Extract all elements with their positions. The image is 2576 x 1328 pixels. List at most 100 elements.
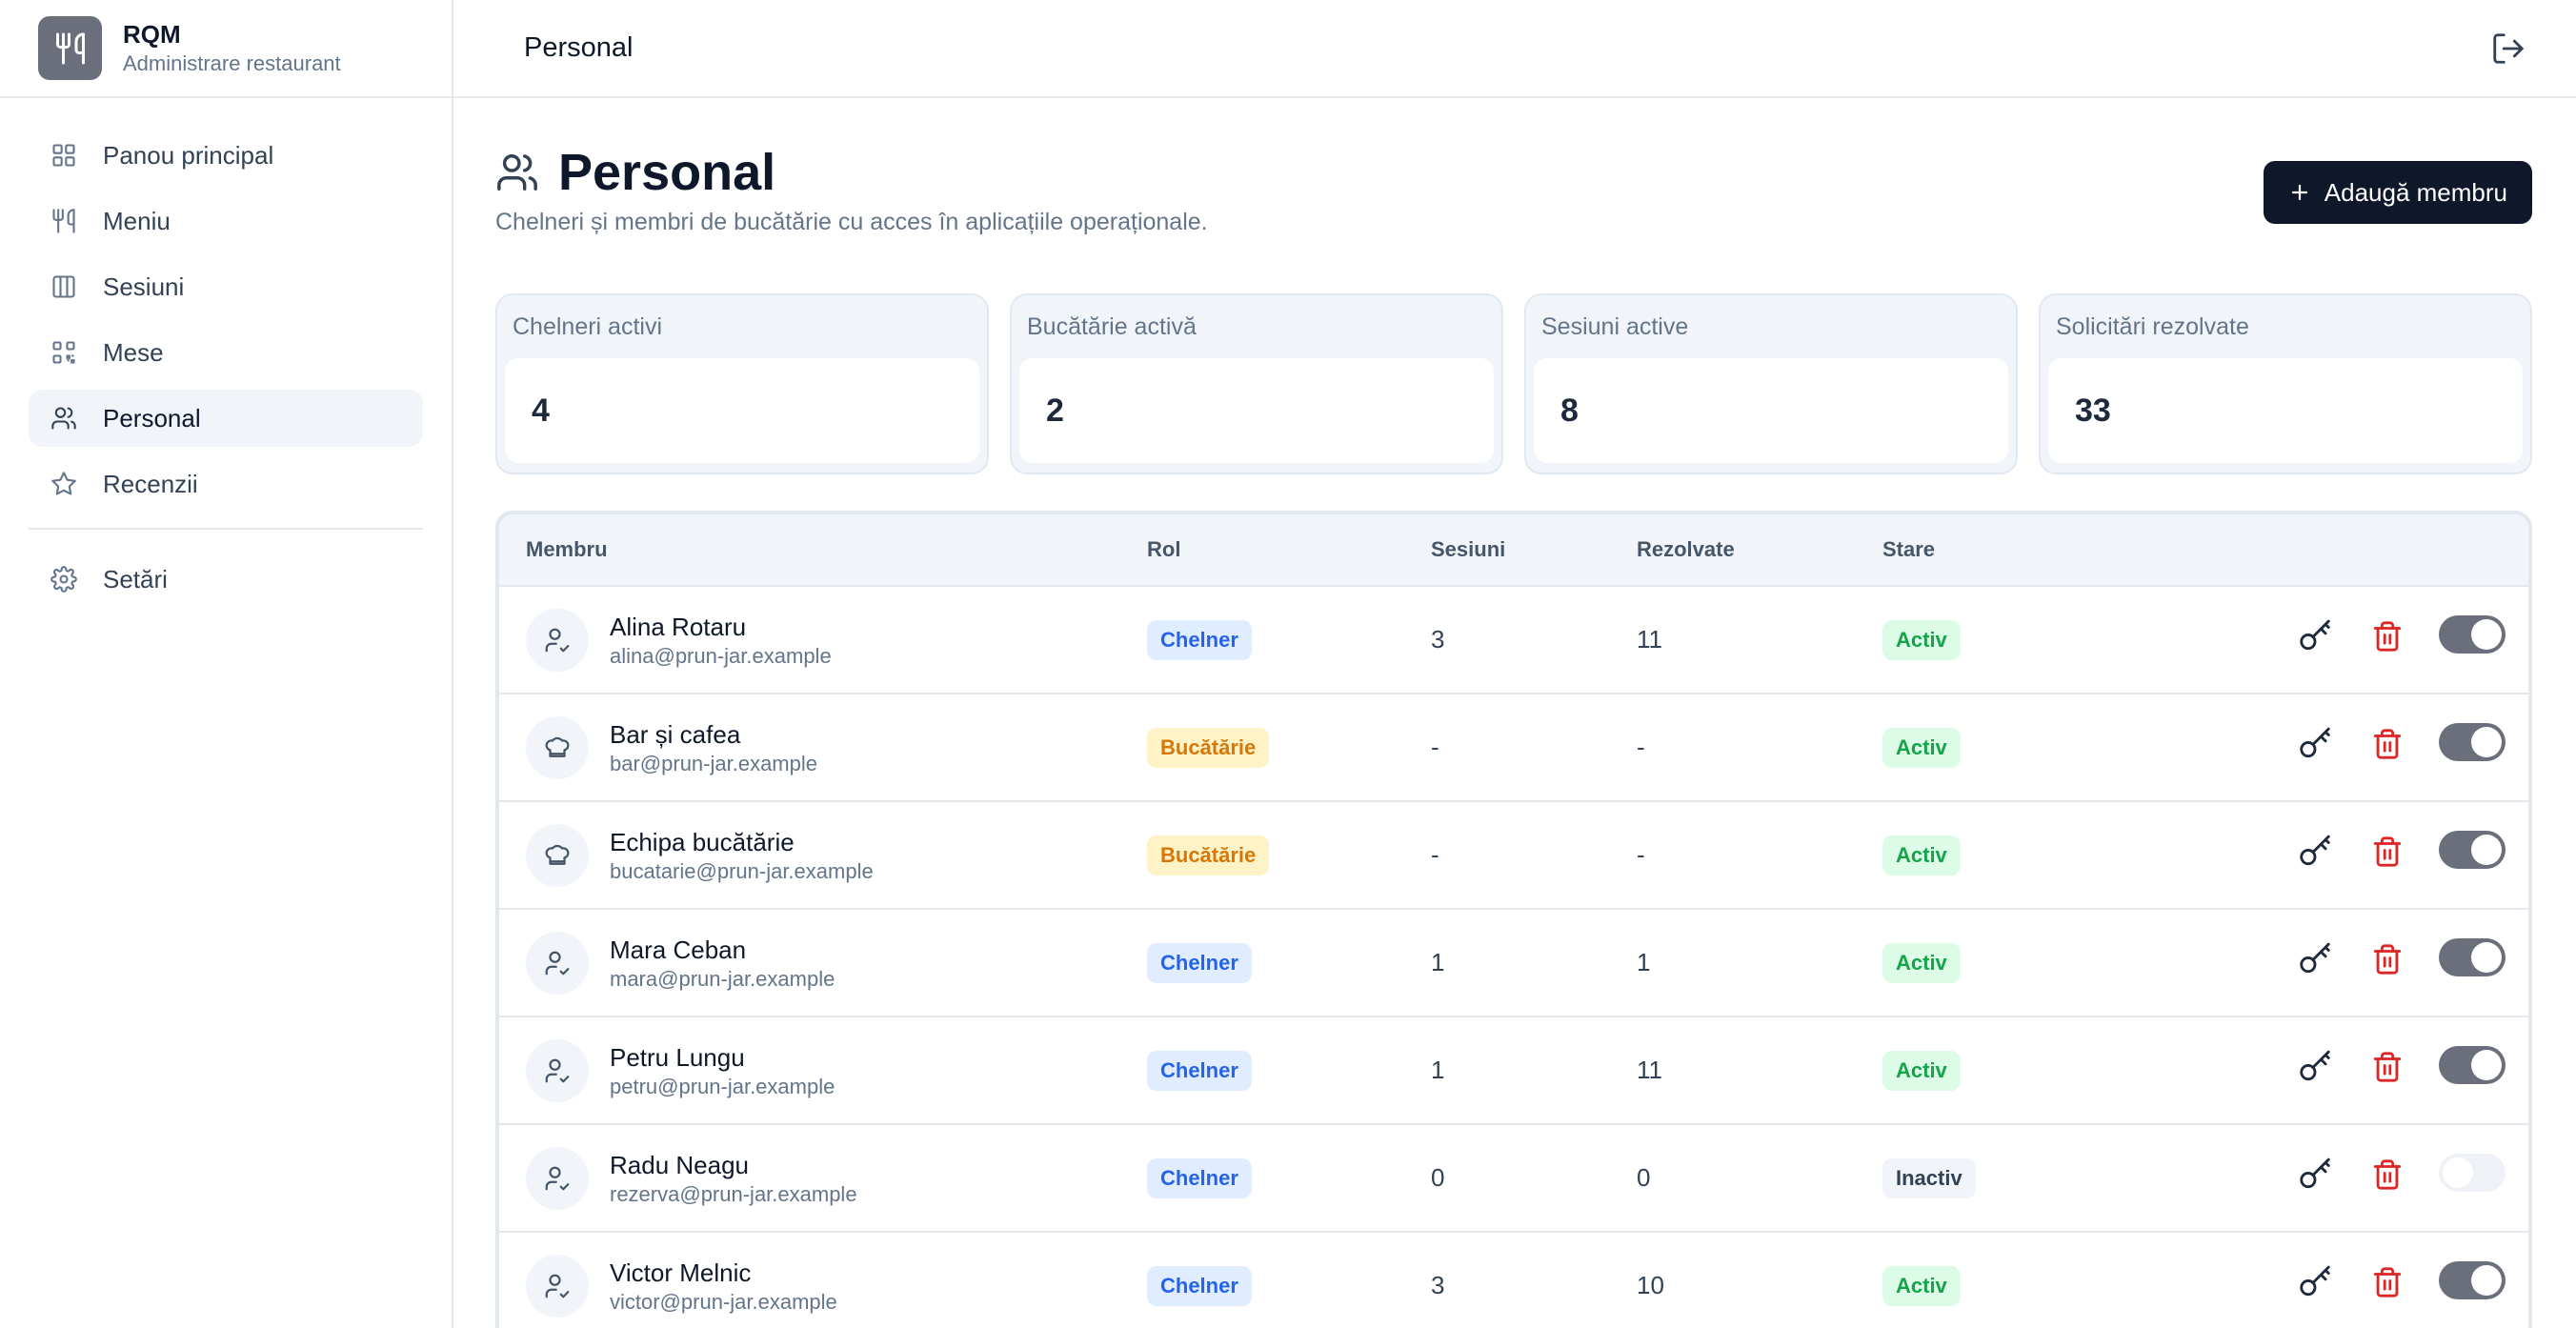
sessions-value: -	[1431, 840, 1439, 869]
reset-password-button[interactable]	[2292, 940, 2338, 986]
trash-icon	[2371, 943, 2404, 982]
table-row: Echipa bucătărie bucatarie@prun-jar.examp…	[499, 802, 2528, 910]
table-body: Alina Rotaru alina@prun-jar.example Chelne…	[499, 587, 2528, 1328]
status-badge: Activ	[1882, 1265, 1961, 1306]
active-toggle[interactable]	[2439, 614, 2506, 654]
stat-label: Chelneri activi	[513, 312, 663, 340]
table-row: Petru Lungu petru@prun-jar.example Chelner…	[499, 1017, 2528, 1125]
table-row: Mara Ceban mara@prun-jar.example Chelner 1 1…	[499, 910, 2528, 1017]
stat-card: Sesiuni active 8	[1524, 293, 2018, 474]
staff-table: Membru Rol Sesiuni Rezolvate Stare Alina…	[495, 511, 2532, 1328]
status-badge: Activ	[1882, 727, 1961, 768]
users-icon	[50, 404, 78, 433]
add-member-button[interactable]: Adaugă membru	[2263, 161, 2532, 224]
sessions-value: 0	[1431, 1163, 1445, 1192]
delete-member-button[interactable]	[2365, 1048, 2410, 1094]
brand-subtitle: Administrare restaurant	[123, 50, 341, 75]
delete-member-button[interactable]	[2365, 833, 2410, 878]
reset-password-button[interactable]	[2292, 725, 2338, 771]
member-name: Echipa bucătărie	[610, 827, 795, 856]
member-email: petru@prun-jar.example	[610, 1074, 835, 1098]
header-sessions: Sesiuni	[1431, 537, 1506, 561]
member-email: victor@prun-jar.example	[610, 1289, 837, 1314]
reset-password-button[interactable]	[2292, 833, 2338, 878]
topbar-title: Personal	[524, 32, 634, 63]
trash-icon	[2371, 728, 2404, 767]
role-badge: Bucătărie	[1147, 835, 1270, 875]
reset-password-button[interactable]	[2292, 617, 2338, 663]
utensils-icon	[38, 16, 102, 80]
header-member: Membru	[526, 537, 608, 561]
user-check-icon	[526, 608, 589, 672]
table-header: Membru Rol Sesiuni Rezolvate Stare	[499, 514, 2528, 587]
member-email: rezerva@prun-jar.example	[610, 1181, 857, 1206]
brand: RQM Administrare restaurant	[0, 0, 452, 98]
key-icon	[2297, 1264, 2333, 1307]
resolved-value: 11	[1637, 625, 1662, 654]
key-icon	[2297, 1157, 2333, 1199]
sidebar-item-setari[interactable]: Setări	[29, 551, 423, 608]
sidebar-item-mese[interactable]: Mese	[29, 324, 423, 381]
active-toggle[interactable]	[2439, 1045, 2506, 1084]
toggle-knob	[2443, 1157, 2473, 1188]
sidebar-item-label: Mese	[103, 337, 164, 367]
role-badge: Chelner	[1147, 1157, 1252, 1198]
sidebar-item-sesiuni[interactable]: Sesiuni	[29, 258, 423, 315]
reset-password-button[interactable]	[2292, 1156, 2338, 1201]
active-toggle[interactable]	[2439, 937, 2506, 976]
active-toggle[interactable]	[2439, 1153, 2506, 1192]
stat-value: 33	[2048, 358, 2523, 463]
status-badge: Inactiv	[1882, 1157, 1976, 1198]
sidebar-item-meniu[interactable]: Meniu	[29, 192, 423, 250]
star-icon	[50, 470, 78, 498]
active-toggle[interactable]	[2439, 830, 2506, 869]
role-badge: Chelner	[1147, 942, 1252, 983]
sessions-value: 3	[1431, 1271, 1445, 1299]
stat-label: Bucătărie activă	[1027, 312, 1197, 340]
stat-label: Solicitări rezolvate	[2056, 312, 2249, 340]
delete-member-button[interactable]	[2365, 1263, 2410, 1309]
status-badge: Activ	[1882, 835, 1961, 875]
delete-member-button[interactable]	[2365, 725, 2410, 771]
user-check-icon	[526, 1146, 589, 1210]
columns-icon	[50, 272, 78, 301]
sessions-value: 1	[1431, 1056, 1445, 1084]
member-email: bucatarie@prun-jar.example	[610, 858, 874, 883]
stat-value: 2	[1019, 358, 1494, 463]
sidebar-item-label: Meniu	[103, 206, 171, 235]
sidebar: RQM Administrare restaurant Panou princi…	[0, 0, 453, 1328]
active-toggle[interactable]	[2439, 722, 2506, 761]
user-check-icon	[526, 1254, 589, 1318]
stat-value: 4	[505, 358, 979, 463]
delete-member-button[interactable]	[2365, 1156, 2410, 1201]
resolved-value: -	[1637, 840, 1645, 869]
member-name: Alina Rotaru	[610, 612, 747, 641]
delete-member-button[interactable]	[2365, 617, 2410, 663]
sidebar-item-recenzii[interactable]: Recenzii	[29, 455, 423, 513]
chef-hat-icon	[526, 823, 589, 887]
stat-card: Bucătărie activă 2	[1010, 293, 1503, 474]
key-icon	[2297, 834, 2333, 876]
gear-icon	[50, 565, 78, 594]
qr-code-icon	[50, 338, 78, 367]
active-toggle[interactable]	[2439, 1260, 2506, 1299]
sessions-value: -	[1431, 733, 1439, 761]
header-resolved: Rezolvate	[1637, 537, 1735, 561]
reset-password-button[interactable]	[2292, 1263, 2338, 1309]
toggle-knob	[2471, 941, 2502, 973]
sessions-value: 1	[1431, 948, 1445, 976]
sidebar-item-personal[interactable]: Personal	[29, 390, 423, 447]
member-name: Bar și cafea	[610, 719, 741, 749]
sidebar-divider	[29, 528, 423, 530]
add-member-label: Adaugă membru	[2324, 177, 2507, 207]
key-icon	[2297, 618, 2333, 661]
resolved-value: 0	[1637, 1163, 1651, 1192]
reset-password-button[interactable]	[2292, 1048, 2338, 1094]
sidebar-item-label: Setări	[103, 564, 168, 594]
sidebar-item-label: Sesiuni	[103, 272, 185, 301]
logout-button[interactable]	[2485, 25, 2532, 72]
topbar: Personal	[453, 0, 2576, 98]
sidebar-item-panou-principal[interactable]: Panou principal	[29, 127, 423, 184]
delete-member-button[interactable]	[2365, 940, 2410, 986]
resolved-value: 1	[1637, 948, 1651, 976]
